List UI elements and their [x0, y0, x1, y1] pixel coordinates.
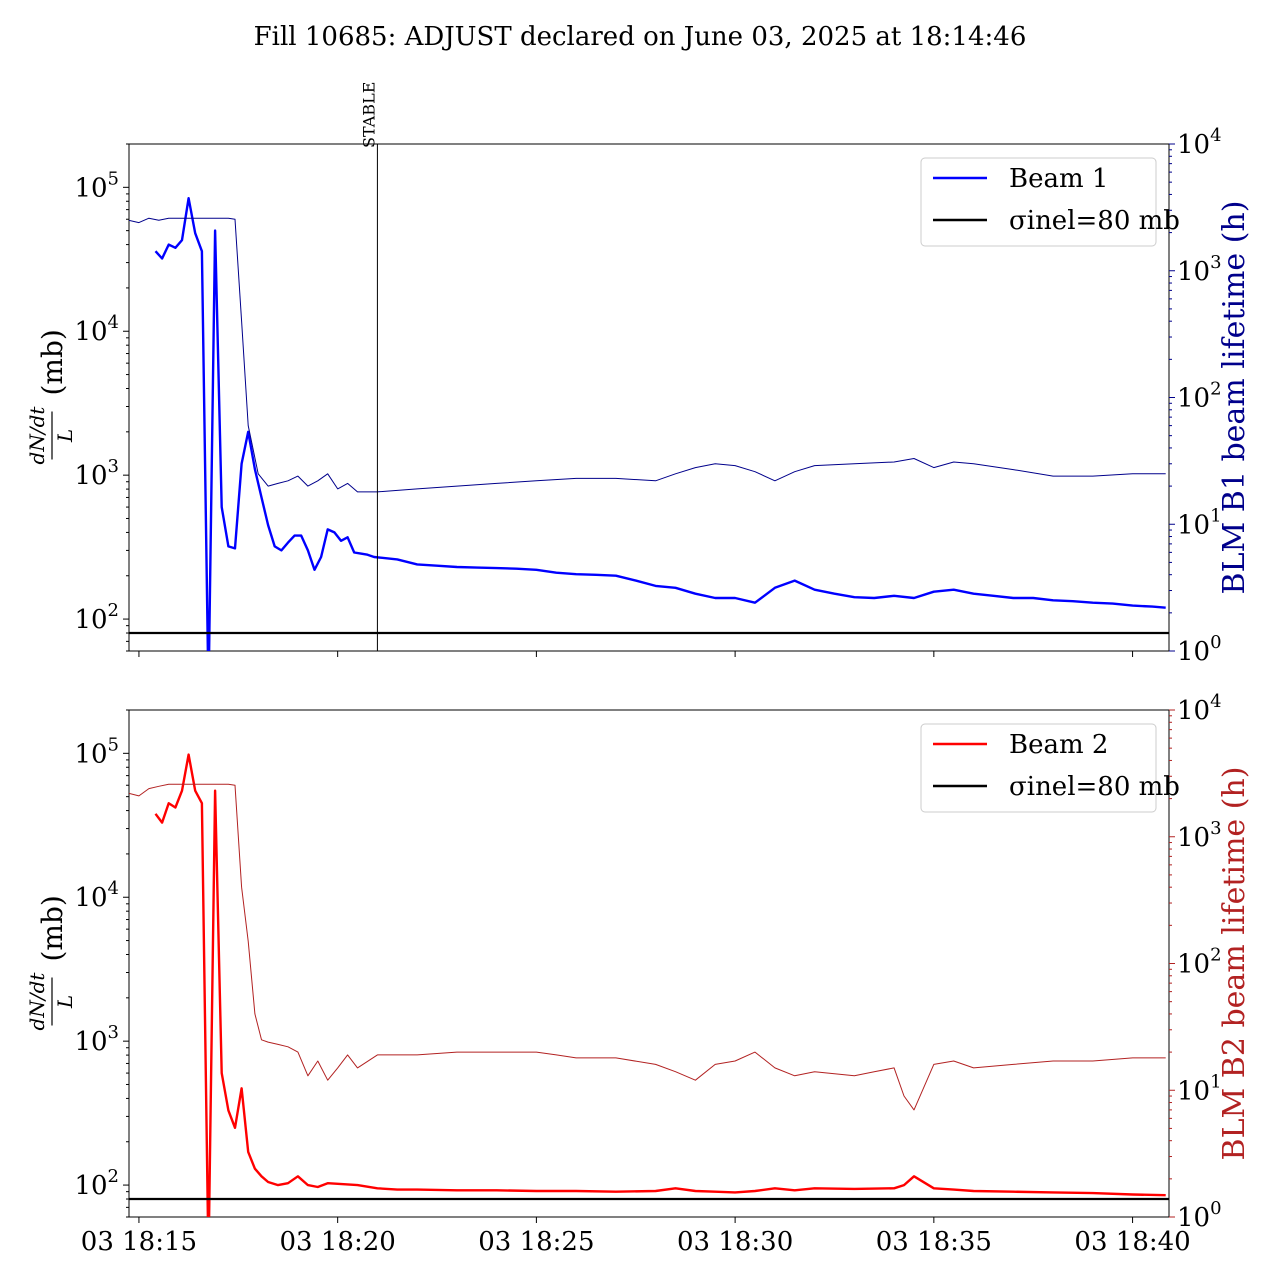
y-tick-label: 103	[74, 1022, 119, 1057]
y-right-tick-label: 101	[1177, 505, 1222, 540]
y-label-numerator: dN/dt	[25, 406, 49, 465]
x-tick-label: 03 18:30	[677, 1227, 793, 1257]
plot-area	[129, 196, 1169, 651]
y-right-tick-label: 103	[1177, 818, 1222, 853]
y-right-axis-label: BLM B2 beam lifetime (h)	[1217, 767, 1252, 1161]
beam2-panel: 03 18:15 03 18:20 03 18:25 03 18:30 03 18:35…	[25, 691, 1252, 1257]
y-right-tick-label: 103	[1177, 252, 1222, 287]
y-label-numerator: dN/dt	[25, 972, 49, 1031]
beam1-panel: 102 103 104 105 100 101 102 103 104 dN/dt L (mb) BLM…	[25, 82, 1252, 667]
legend-entry: Beam 1	[1009, 164, 1108, 194]
y-label-unit: (mb)	[36, 895, 69, 961]
legend-entry: σinel=80 mb	[1009, 772, 1180, 802]
x-tick-label: 03 18:25	[478, 1227, 594, 1257]
lifetime-series-line	[129, 783, 1166, 1111]
legend-box	[920, 723, 1157, 813]
y-tick-label: 105	[74, 734, 119, 769]
y-right-tick-label: 102	[1177, 379, 1222, 414]
y-right-tick-label: 100	[1177, 632, 1222, 667]
stable-marker-label: STABLE	[359, 82, 378, 148]
y-label-denominator: L	[53, 995, 77, 1009]
rate-series-line	[154, 753, 1166, 1217]
y-tick-label: 104	[74, 878, 119, 913]
y-tick-label: 102	[74, 600, 119, 635]
y-tick-label: 104	[74, 312, 119, 347]
y-tick-label: 105	[74, 168, 119, 203]
legend-entry: Beam 2	[1009, 730, 1108, 760]
y-right-tick-label: 104	[1177, 125, 1222, 160]
y-axis-label: dN/dt L (mb)	[25, 895, 77, 1030]
x-tick-label: 03 18:20	[280, 1227, 396, 1257]
legend-entry: σinel=80 mb	[1009, 206, 1180, 236]
legend: Beam 2 σinel=80 mb	[920, 723, 1180, 813]
y-right-tick-label: 104	[1177, 691, 1222, 726]
x-tick-label: 03 18:35	[876, 1227, 992, 1257]
y-label-unit: (mb)	[36, 329, 69, 395]
y-tick-label: 102	[74, 1166, 119, 1201]
lifetime-series-line	[129, 217, 1166, 493]
x-tick-label: 03 18:15	[81, 1227, 197, 1257]
legend-box	[920, 157, 1157, 247]
legend: Beam 1 σinel=80 mb	[920, 157, 1180, 247]
y-axis-label: dN/dt L (mb)	[25, 329, 77, 464]
x-tick-label: 03 18:40	[1074, 1227, 1190, 1257]
y-right-tick-label: 101	[1177, 1071, 1222, 1106]
figure-title: Fill 10685: ADJUST declared on June 03, …	[254, 22, 1027, 52]
y-tick-label: 103	[74, 456, 119, 491]
y-right-axis-label: BLM B1 beam lifetime (h)	[1217, 201, 1252, 595]
rate-series-line	[154, 196, 1166, 651]
y-right-tick-label: 100	[1177, 1198, 1222, 1233]
y-label-denominator: L	[53, 429, 77, 443]
y-right-tick-label: 102	[1177, 945, 1222, 980]
plot-area	[129, 753, 1169, 1217]
